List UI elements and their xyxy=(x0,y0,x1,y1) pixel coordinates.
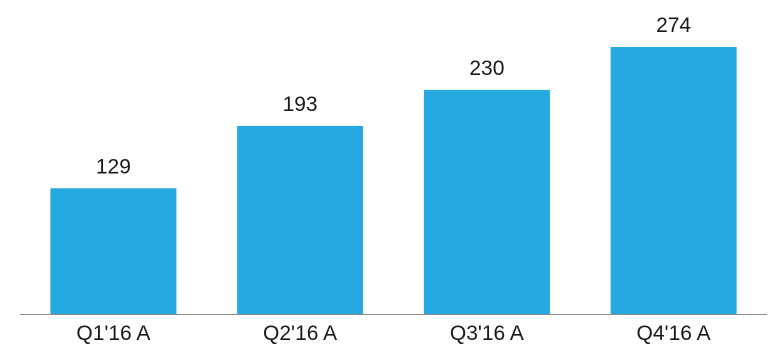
data-label-2: 193 xyxy=(283,93,318,116)
x-tick-label-4: Q4'16 A xyxy=(637,322,711,345)
x-tick-label-3: Q3'16 A xyxy=(450,322,524,345)
x-tick-labels-layer: Q1'16 A Q2'16 A Q3'16 A Q4'16 A xyxy=(76,322,710,345)
bars-layer xyxy=(50,47,737,315)
bar-4 xyxy=(610,47,737,314)
data-labels-layer: 129 193 230 274 xyxy=(96,14,692,178)
bar-3 xyxy=(423,89,550,315)
x-tick-label-1: Q1'16 A xyxy=(76,322,150,345)
bar-2 xyxy=(237,125,364,315)
bar-1 xyxy=(50,188,177,314)
x-tick-label-2: Q2'16 A xyxy=(263,322,337,345)
data-label-4: 274 xyxy=(656,14,691,37)
data-label-3: 230 xyxy=(469,57,504,80)
data-label-1: 129 xyxy=(96,155,131,178)
